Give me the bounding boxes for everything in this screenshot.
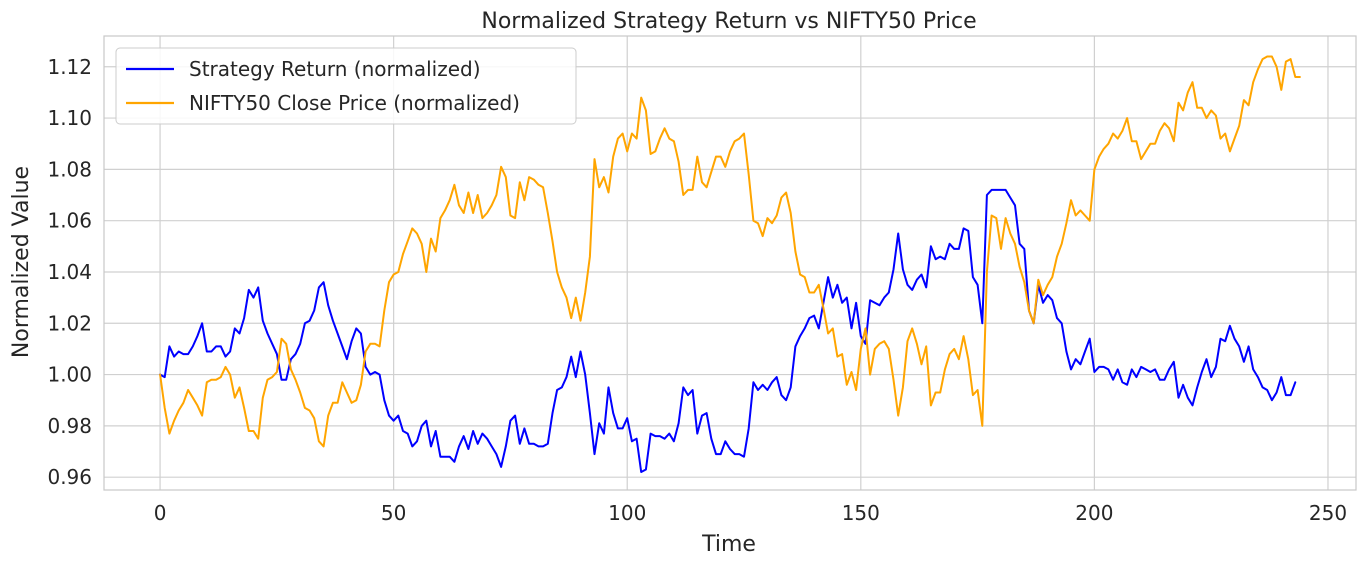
series-line-nifty <box>159 55 1301 448</box>
y-axis-label: Normalized Value <box>9 166 34 358</box>
y-tick-label: 1.02 <box>47 311 92 335</box>
y-tick-label: 1.04 <box>47 260 92 284</box>
y-axis-ticks: 0.96 0.98 1.00 1.02 1.04 1.06 1.08 1.10 1.12 <box>47 55 92 489</box>
x-axis-ticks: 0 50 100 150 200 250 <box>154 501 1347 525</box>
series-line-strategy <box>159 188 1297 473</box>
y-tick-label: 1.00 <box>47 363 92 387</box>
y-tick-label: 0.98 <box>47 414 92 438</box>
y-tick-label: 1.06 <box>47 209 92 233</box>
x-tick-label: 50 <box>381 501 406 525</box>
y-tick-label: 1.10 <box>47 106 92 130</box>
y-tick-label: 0.96 <box>47 465 92 489</box>
x-tick-label: 0 <box>154 501 167 525</box>
legend-label-nifty: NIFTY50 Close Price (normalized) <box>189 91 520 115</box>
y-tick-label: 1.08 <box>47 157 92 181</box>
legend-box <box>115 47 577 125</box>
plot-frame <box>103 35 1357 491</box>
chart-title: Normalized Strategy Return vs NIFTY50 Pr… <box>481 9 976 34</box>
x-axis-label: Time <box>701 532 756 557</box>
legend: Strategy Return (normalized) NIFTY50 Clo… <box>115 47 577 125</box>
x-tick-label: 200 <box>1075 501 1113 525</box>
x-tick-label: 100 <box>608 501 646 525</box>
x-tick-label: 150 <box>842 501 880 525</box>
legend-label-strategy: Strategy Return (normalized) <box>189 57 481 81</box>
x-tick-label: 250 <box>1309 501 1347 525</box>
series-layer <box>159 55 1301 473</box>
y-tick-label: 1.12 <box>47 55 92 79</box>
